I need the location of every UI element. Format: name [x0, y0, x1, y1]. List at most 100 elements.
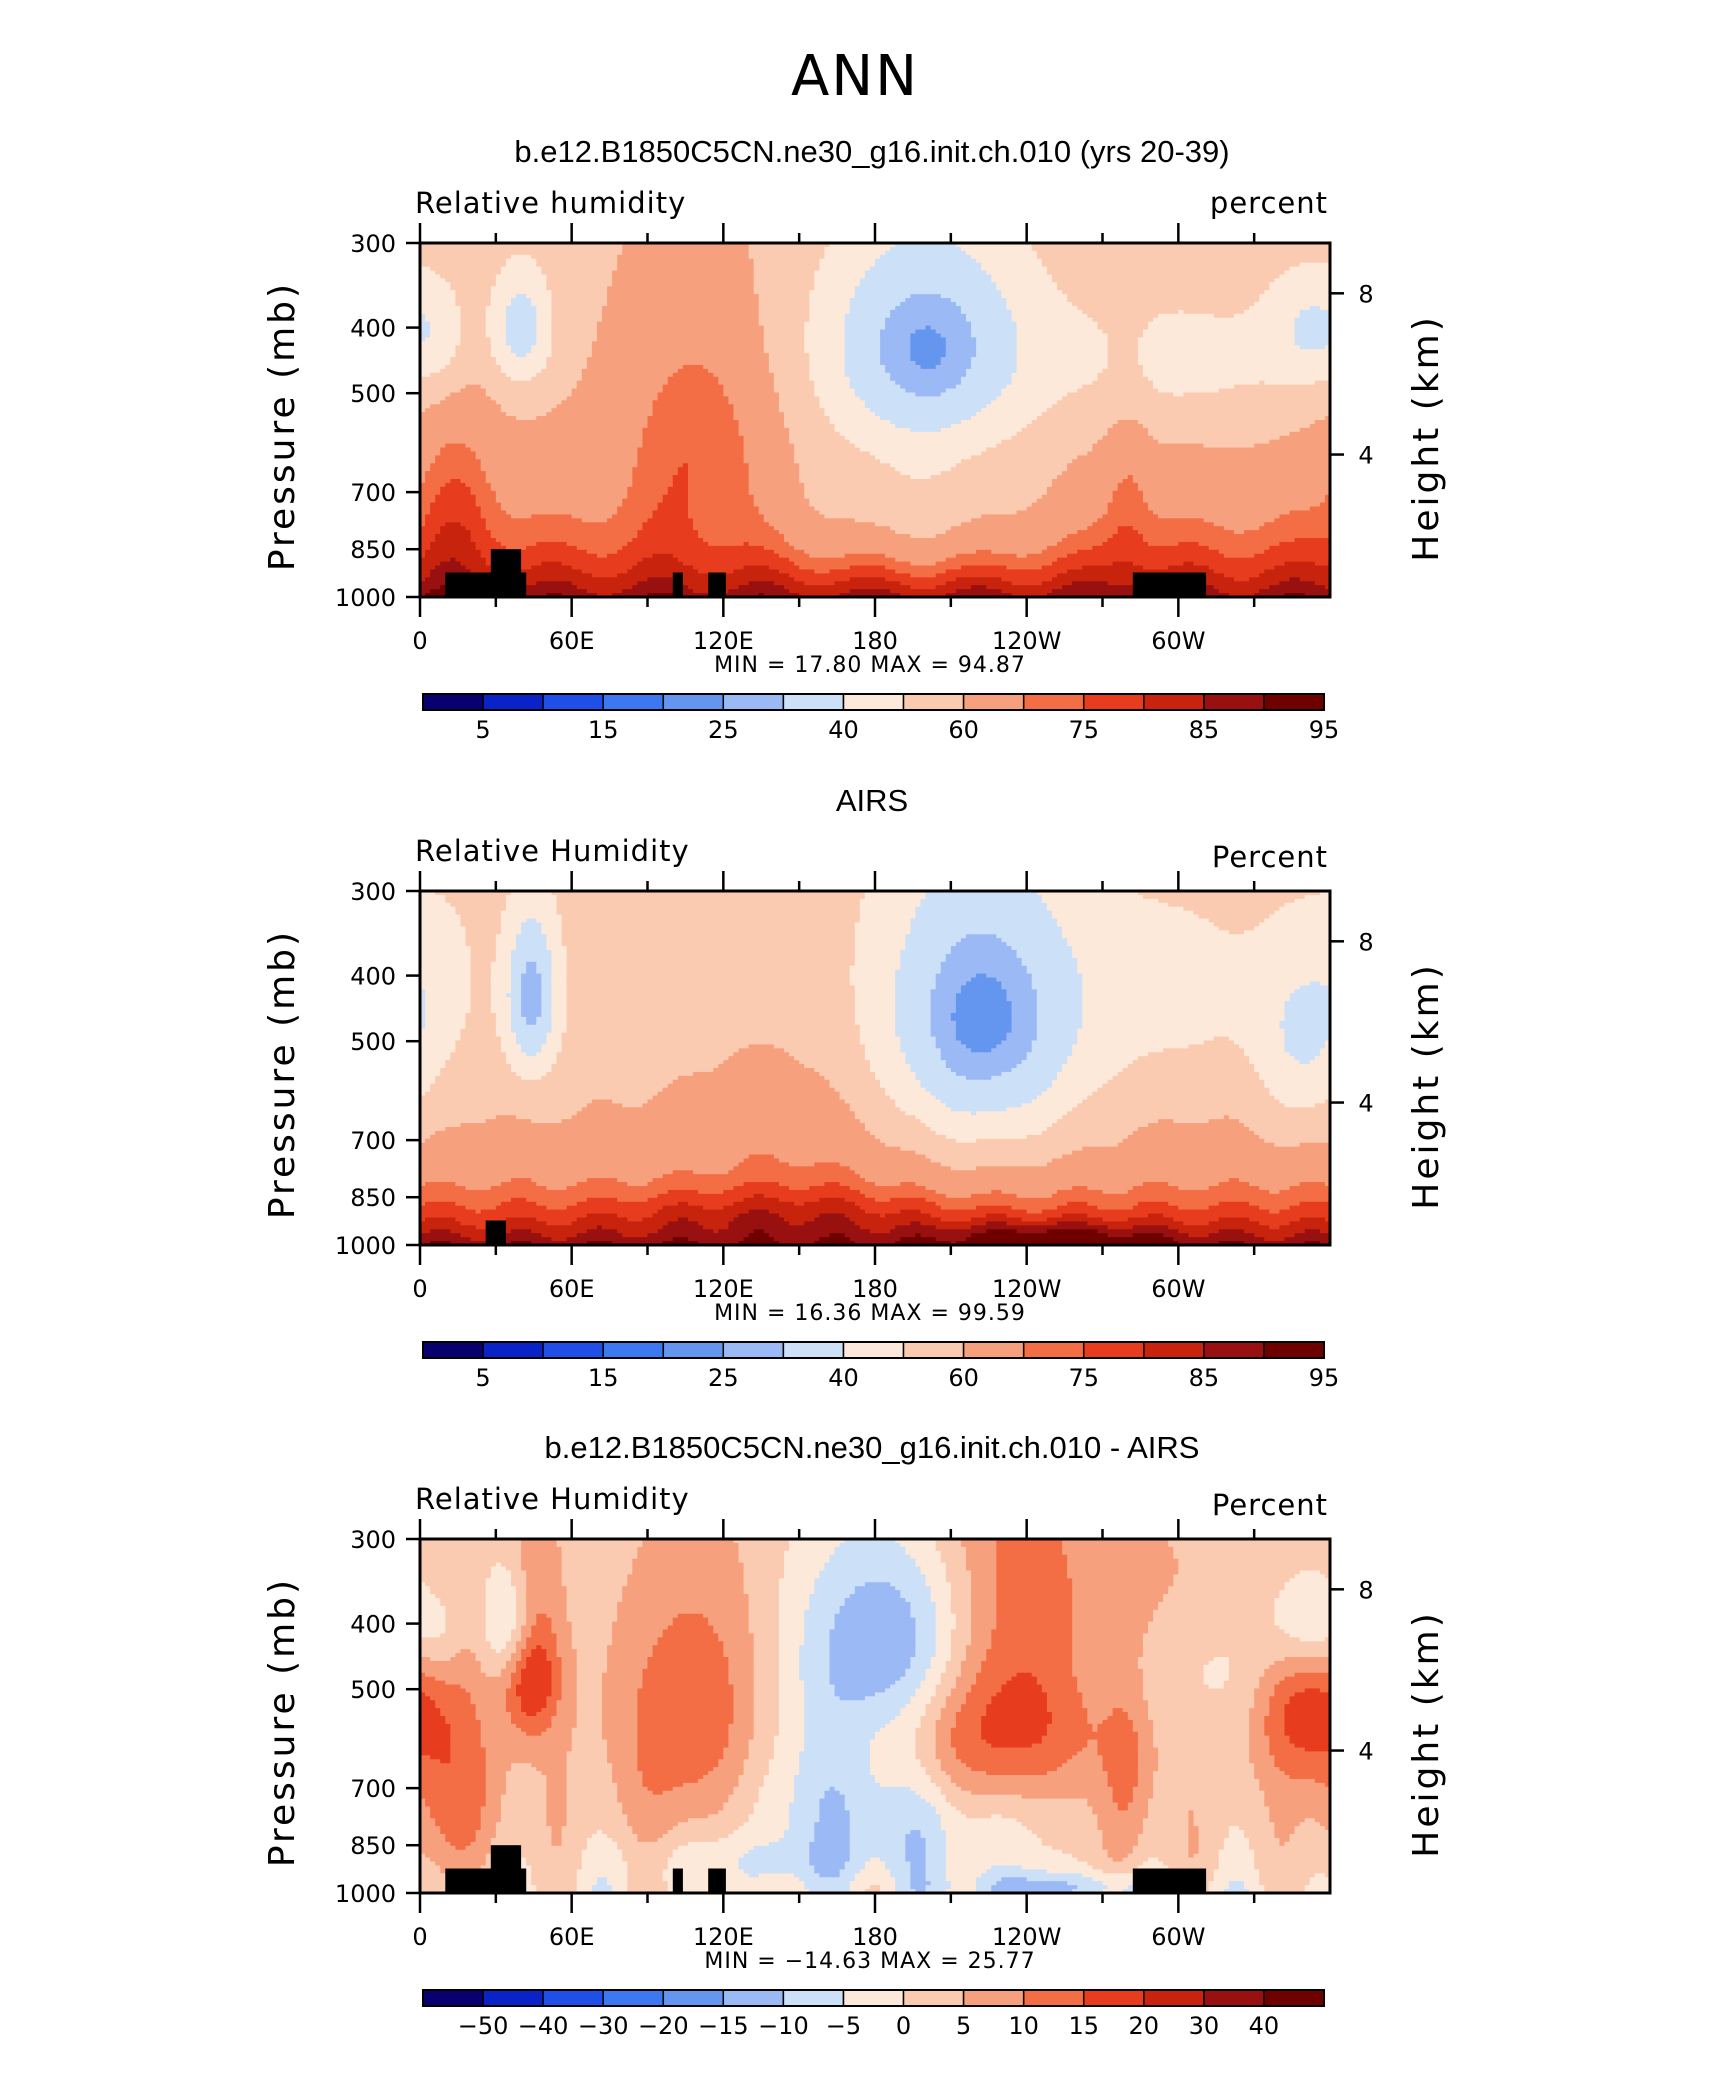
x-tick-label: 60E [549, 1923, 595, 1951]
panel-title: AIRS [836, 783, 908, 818]
colorbar-label: 30 [1189, 2012, 1220, 2040]
y2-axis-title: Height (km) [1406, 962, 1447, 1209]
colorbar-label: 5 [475, 716, 490, 744]
y-axis-title: Pressure (mb) [262, 929, 303, 1219]
y-tick-label: 1000 [335, 1232, 396, 1260]
colorbar-label: 5 [956, 2012, 971, 2040]
colorbar-box [542, 1341, 604, 1359]
y2-tick-label: 8 [1358, 280, 1373, 308]
colorbar-label: 85 [1189, 1364, 1220, 1392]
x-tick-label: 60W [1151, 1923, 1205, 1951]
colorbar-box [1143, 693, 1205, 711]
x-tick-label: 120E [693, 1923, 754, 1951]
y-tick-label: 400 [350, 1611, 396, 1639]
x-tick-label: 120W [992, 1923, 1062, 1951]
x-tick-label: 120W [992, 627, 1062, 655]
colorbar-label: 15 [588, 1364, 619, 1392]
colorbar-label: 15 [1068, 2012, 1099, 2040]
colorbar-box [782, 693, 845, 711]
colorbar-label: 10 [1008, 2012, 1039, 2040]
y-tick-label: 400 [350, 963, 396, 991]
x-tick-label: 60W [1151, 1275, 1205, 1303]
colorbar-label: 60 [948, 1364, 979, 1392]
x-tick-label: 180 [852, 627, 898, 655]
colorbar-box [1203, 1341, 1265, 1359]
topography-mask [708, 572, 726, 597]
colorbar-box [1143, 1341, 1205, 1359]
y-tick-label: 850 [350, 1184, 396, 1212]
colorbar-box [782, 1341, 845, 1359]
colorbar-label: 95 [1309, 716, 1340, 744]
panel-title: b.e12.B1850C5CN.ne30_g16.init.ch.010 (yr… [514, 134, 1229, 169]
colorbar-label: 95 [1309, 1364, 1340, 1392]
units-label: Percent [1212, 840, 1328, 874]
colorbar-box [602, 1341, 665, 1359]
colorbar-frame [422, 1341, 1325, 1359]
colorbar-label: 0 [896, 2012, 911, 2040]
colorbar-box [1082, 1989, 1145, 2007]
x-tick-label: 60E [549, 627, 595, 655]
colorbar-label: 15 [588, 716, 619, 744]
colorbar-box [842, 1989, 905, 2007]
colorbar-label: −5 [826, 2012, 861, 2040]
panel-2: AIRS Relative Humidity Percent 0 60E 120E 180 1… [262, 783, 1447, 1392]
x-tick-label: 60E [549, 1275, 595, 1303]
topography-mask [485, 1220, 506, 1245]
colorbar-box [1022, 1341, 1085, 1359]
y-tick-label: 700 [350, 1127, 396, 1155]
colorbar-box [722, 693, 785, 711]
colorbar-box [422, 1341, 484, 1359]
colorbar-box [662, 693, 725, 711]
panel-title: b.e12.B1850C5CN.ne30_g16.init.ch.010 - A… [545, 1430, 1200, 1465]
topography-mask [490, 1845, 522, 1893]
x-tick-label: 180 [852, 1275, 898, 1303]
x-tick-label: 180 [852, 1923, 898, 1951]
colorbar-box [1263, 1341, 1325, 1359]
colorbar-label: −10 [758, 2012, 809, 2040]
min-max-readout: MIN = −14.63 MAX = 25.77 [704, 1949, 1035, 1974]
colorbar-box [1082, 693, 1145, 711]
y-tick-label: 1000 [335, 1880, 396, 1908]
colorbar-box [722, 1341, 785, 1359]
y2-tick-label: 4 [1358, 1738, 1373, 1766]
y-tick-label: 700 [350, 1775, 396, 1803]
colorbar-frame [422, 693, 1325, 711]
contour-field [420, 1539, 1330, 1893]
figure-title: ANN [791, 44, 919, 109]
colorbar-box [902, 693, 965, 711]
topography-mask [708, 1868, 726, 1893]
colorbar-box [482, 693, 544, 711]
colorbar-label: 40 [1249, 2012, 1280, 2040]
y2-tick-label: 4 [1358, 1090, 1373, 1118]
y-tick-label: 1000 [335, 584, 396, 612]
topography-mask [672, 1868, 683, 1893]
contour-field [420, 243, 1330, 597]
min-max-readout: MIN = 17.80 MAX = 94.87 [714, 653, 1026, 678]
x-tick-label: 0 [412, 1275, 427, 1303]
colorbar-label: −20 [638, 2012, 689, 2040]
y-tick-label: 500 [350, 1676, 396, 1704]
y-tick-label: 300 [350, 1526, 396, 1554]
colorbar-label: 40 [828, 716, 859, 744]
colorbar-box [542, 693, 604, 711]
colorbar-box [782, 1989, 845, 2007]
x-tick-label: 60W [1151, 627, 1205, 655]
y2-tick-label: 8 [1358, 928, 1373, 956]
colorbar-box [902, 1989, 965, 2007]
y-tick-label: 300 [350, 878, 396, 906]
colorbar-box [482, 1341, 544, 1359]
x-tick-label: 120E [693, 627, 754, 655]
colorbar-label: −30 [578, 2012, 629, 2040]
colorbar-label: 5 [475, 1364, 490, 1392]
colorbar-box [1143, 1989, 1205, 2007]
y-axis-title: Pressure (mb) [262, 281, 303, 571]
colorbar-label: 25 [708, 1364, 739, 1392]
colorbar-box [1203, 693, 1265, 711]
contour-field [420, 891, 1330, 1245]
colorbar-box [602, 1989, 665, 2007]
y-tick-label: 850 [350, 1832, 396, 1860]
topography-mask [672, 572, 683, 597]
colorbar-box [962, 1989, 1025, 2007]
panel-1: b.e12.B1850C5CN.ne30_g16.init.ch.010 (yr… [262, 134, 1447, 744]
